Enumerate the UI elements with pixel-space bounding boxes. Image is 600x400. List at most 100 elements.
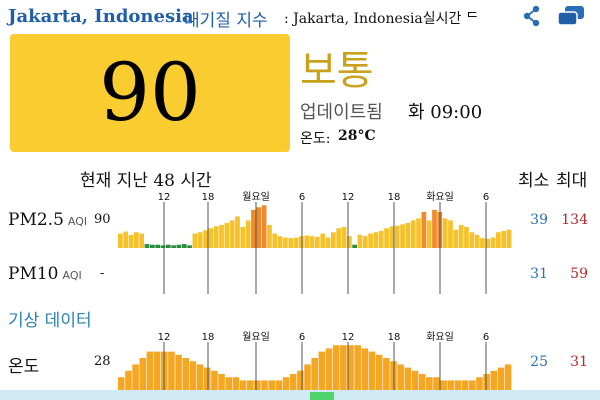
pm25-bar	[400, 224, 405, 248]
pm25-bar	[246, 220, 251, 248]
temp-bar	[491, 371, 498, 390]
pm25-bar	[219, 225, 224, 248]
pm25-bar	[453, 230, 458, 248]
temp-bar	[476, 377, 483, 390]
pm10-max: 59	[558, 266, 588, 282]
chat-icon[interactable]	[556, 4, 586, 28]
pm25-bar	[507, 230, 512, 248]
pm25-bar	[145, 244, 150, 248]
pm25-bar	[416, 218, 421, 248]
pm10-label: PM10	[8, 264, 58, 284]
aqi-value: 90	[10, 34, 290, 152]
temp-bar	[297, 371, 304, 390]
temp-bar	[462, 380, 469, 390]
pm25-bar	[294, 237, 299, 248]
pm25-bar	[134, 232, 139, 248]
pm25-bar	[384, 228, 389, 248]
pm25-bar	[155, 245, 160, 248]
temp-bar	[455, 380, 462, 390]
temp-bar	[448, 380, 455, 390]
temp-row-label: 온도	[8, 352, 39, 377]
temp-tick-label: 12	[342, 332, 355, 343]
temp-bar	[433, 377, 440, 390]
pm25-row-label: PM2.5 AQI	[8, 210, 87, 230]
temp-bar	[211, 371, 218, 390]
temp-bar	[175, 355, 182, 390]
pm25-bar	[278, 236, 283, 248]
pm25-bar	[272, 234, 277, 248]
pm25-tick-label: 월요일	[242, 191, 270, 203]
pm25-tick-label: 12	[342, 192, 355, 203]
pm25-bar	[299, 236, 304, 248]
temp-bar	[469, 380, 476, 390]
pm25-bar	[182, 244, 187, 248]
temp-chart[interactable]: 12 18 월요일 6 12 18 화요일 6	[118, 330, 512, 392]
pm25-bar	[475, 235, 480, 248]
pm25-bar	[262, 205, 267, 248]
pm25-bar	[187, 245, 192, 248]
pm25-bar	[230, 220, 235, 248]
temp-bar	[369, 352, 376, 390]
temp-bar	[290, 374, 297, 390]
pm25-bar	[123, 232, 128, 248]
pm25-bar	[177, 245, 182, 248]
pm10-min: 31	[518, 266, 548, 282]
pm25-bar	[203, 230, 208, 248]
pm25-bar	[352, 245, 357, 248]
temp-min: 25	[518, 354, 548, 370]
pm25-bar	[395, 226, 400, 248]
temp-bar	[440, 380, 447, 390]
share-icon[interactable]	[520, 4, 544, 28]
pm25-bar	[150, 245, 155, 248]
temp-bar	[276, 380, 283, 390]
pm25-tick-label: 18	[202, 192, 215, 203]
pm25-tick-label: 화요일	[426, 191, 454, 203]
temp-bar	[182, 358, 189, 390]
temperature-label: 온도:	[300, 128, 330, 148]
temp-bar	[268, 380, 275, 390]
pm25-chart[interactable]: 12 18 월요일 6 12 18 화요일 6	[118, 190, 512, 260]
temp-bar	[304, 364, 311, 390]
pm25-bar	[240, 227, 245, 248]
temp-bar	[125, 371, 132, 390]
update-label: 업데이트됨	[300, 98, 383, 124]
pm25-bar	[496, 232, 501, 248]
pm10-current: -	[100, 266, 104, 281]
pm25-min: 39	[518, 212, 548, 228]
pm25-bar	[406, 223, 411, 248]
page-title-city[interactable]: Jakarta, Indonesia	[8, 6, 194, 27]
pm25-bar	[432, 210, 437, 248]
pm25-bar	[315, 237, 320, 248]
pm25-bar	[342, 227, 347, 248]
pm25-bar	[464, 227, 469, 248]
pm25-bar	[198, 232, 203, 248]
temp-bar	[197, 364, 204, 390]
pm10-chart[interactable]	[118, 254, 512, 294]
temp-bar	[483, 374, 490, 390]
pm25-bar	[288, 238, 293, 248]
pm25-bar	[320, 234, 325, 248]
pm10-row-label: PM10 AQI	[8, 264, 82, 284]
temp-bar	[233, 377, 240, 390]
temp-bar	[362, 348, 369, 390]
pm25-bar	[209, 228, 214, 248]
pm25-bar	[480, 238, 485, 248]
pm25-bar	[459, 225, 464, 248]
pm25-bar	[118, 234, 123, 248]
weather-header: 기상 데이터	[8, 306, 92, 331]
min-header: 최소	[518, 166, 549, 191]
temp-max: 31	[558, 354, 588, 370]
pm25-bar	[368, 234, 373, 248]
temp-bar	[154, 352, 161, 390]
temp-bar	[319, 352, 326, 390]
pm25-tick-label: 6	[483, 192, 489, 203]
pm25-bar	[304, 236, 309, 248]
temp-tick-label: 12	[158, 332, 171, 343]
temp-bar	[247, 380, 254, 390]
temp-bar	[218, 374, 225, 390]
pm25-bar	[448, 220, 453, 248]
pm25-bar	[358, 235, 363, 248]
pm25-bar	[193, 234, 198, 248]
pm25-bar	[411, 220, 416, 248]
aqi-status: 보통	[300, 38, 374, 96]
